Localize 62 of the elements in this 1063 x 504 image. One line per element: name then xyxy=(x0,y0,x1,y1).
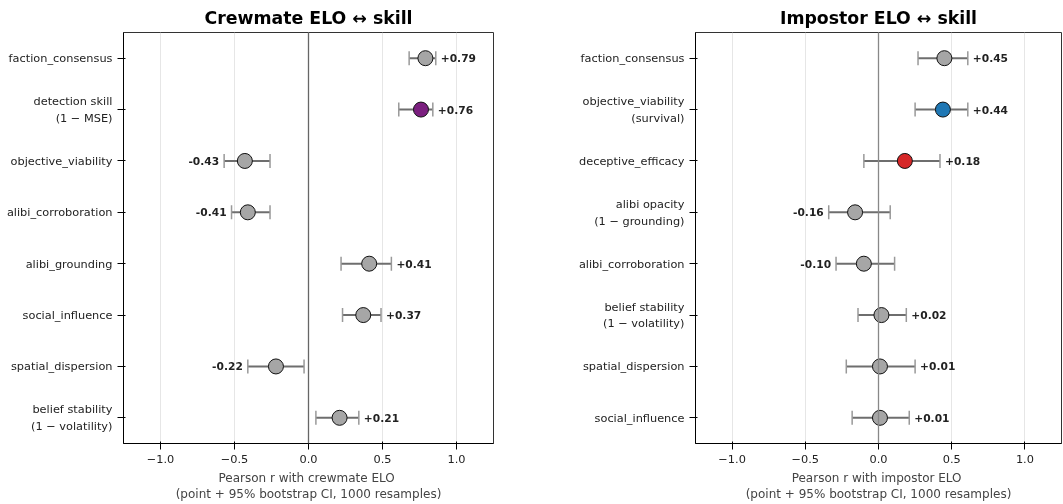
y-tick-label: spatial_dispersion xyxy=(10,359,113,374)
point xyxy=(412,101,429,118)
point xyxy=(361,255,378,272)
chart-title: Crewmate ELO ↔ skill xyxy=(204,7,413,28)
point xyxy=(871,409,888,426)
y-tick-label: belief stability (1 − volatility) xyxy=(31,402,113,434)
point xyxy=(873,307,890,324)
data-label: +0.01 xyxy=(920,360,956,374)
x-axis-title: Pearson r with crewmate ELO (point + 95% bootstrap CI, 1000 resamples) xyxy=(175,470,442,502)
y-tick-label: spatial_dispersion xyxy=(582,359,685,374)
data-label: -0.22 xyxy=(212,360,243,374)
y-tick-label: social_influence xyxy=(22,308,113,323)
point xyxy=(236,152,253,169)
x-tick-label: 1.0 xyxy=(447,451,466,466)
x-tick-label: 0.5 xyxy=(942,451,961,466)
point xyxy=(847,204,864,221)
y-tick-label: belief stability (1 − volatility) xyxy=(603,299,685,331)
data-label: +0.41 xyxy=(396,257,432,271)
point xyxy=(417,50,434,67)
point xyxy=(355,307,372,324)
point xyxy=(267,358,284,375)
point xyxy=(871,358,888,375)
x-tick-label: 0.0 xyxy=(299,451,318,466)
data-label: +0.37 xyxy=(386,309,422,323)
x-tick-label: 1.0 xyxy=(1015,451,1034,466)
y-tick-label: social_influence xyxy=(594,410,685,425)
data-label: +0.79 xyxy=(440,52,477,66)
data-label: +0.45 xyxy=(972,52,1009,66)
x-tick-label: −1.0 xyxy=(718,451,746,466)
y-tick-label: objective_viability xyxy=(10,153,113,168)
x-tick-label: −0.5 xyxy=(220,451,249,466)
data-label: +0.44 xyxy=(972,103,1009,117)
y-tick-label: faction_consensus xyxy=(580,51,685,66)
y-tick-label: objective_viability (survival) xyxy=(582,94,685,125)
data-label: +0.18 xyxy=(944,154,981,168)
x-tick-label: 0.0 xyxy=(869,451,888,466)
chart-title: Impostor ELO ↔ skill xyxy=(779,7,978,28)
data-label: -0.16 xyxy=(793,206,824,220)
y-tick-label: alibi_corroboration xyxy=(6,205,113,220)
data-label: +0.01 xyxy=(914,411,950,425)
point xyxy=(896,152,913,169)
x-axis-title: Pearson r with impostor ELO (point + 95% bootstrap CI, 1000 resamples) xyxy=(745,470,1012,502)
y-tick-label: detection skill (1 − MSE) xyxy=(33,94,113,125)
y-tick-label: alibi_grounding xyxy=(25,256,113,271)
data-label: +0.76 xyxy=(437,103,474,117)
point xyxy=(934,101,951,118)
y-tick-label: alibi_corroboration xyxy=(578,256,685,271)
x-tick-label: −1.0 xyxy=(146,451,175,466)
y-tick-label: deceptive_efficacy xyxy=(579,153,685,168)
data-label: -0.10 xyxy=(800,257,832,271)
point xyxy=(936,50,953,67)
data-label: +0.21 xyxy=(363,411,400,425)
point xyxy=(331,409,348,426)
data-label: -0.43 xyxy=(188,154,220,168)
y-tick-label: faction_consensus xyxy=(8,51,113,66)
data-label: -0.41 xyxy=(195,206,227,220)
y-tick-label: alibi opacity (1 − grounding) xyxy=(594,196,685,228)
data-label: +0.02 xyxy=(911,309,947,323)
x-tick-label: −0.5 xyxy=(791,451,820,466)
point xyxy=(855,255,872,272)
x-tick-label: 0.5 xyxy=(373,451,392,466)
point xyxy=(239,204,256,221)
